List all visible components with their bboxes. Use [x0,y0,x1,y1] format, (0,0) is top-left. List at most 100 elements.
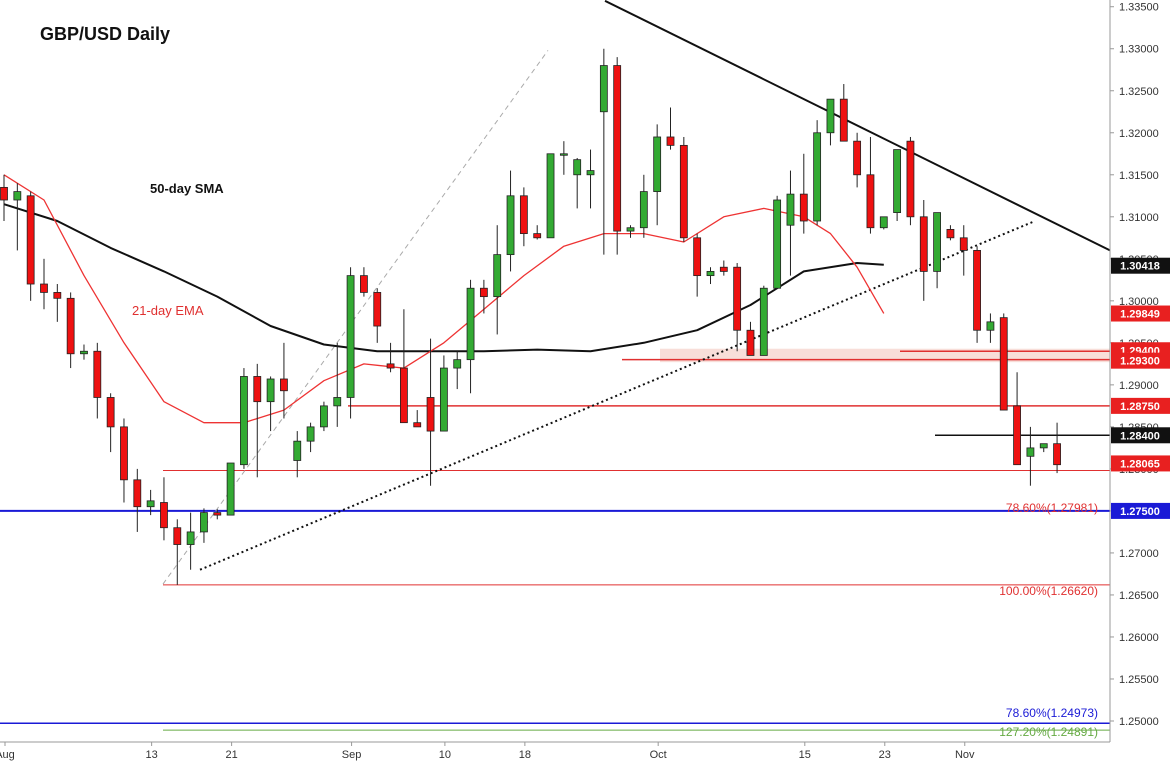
sma-50-line [3,203,884,353]
candle-down [66,297,75,355]
candle-up [773,199,782,289]
candle-down [106,397,115,428]
candle-down [866,174,875,229]
price-badge-12985-bg [1111,305,1170,322]
price-badge-12840-bg [1111,427,1170,444]
candle-down [53,292,62,299]
candle-down [213,512,222,516]
price-badge-12985-label: 1.29849 [1120,309,1160,321]
price-badge-12750-label: 1.27500 [1120,506,1160,518]
candle-down [479,287,488,298]
candle-down [1053,443,1061,466]
candle-down [26,195,35,285]
candle-down [733,266,742,331]
candle-up [586,170,595,176]
candle-down [666,136,675,146]
y-tick-label: 1.33500 [1119,2,1159,14]
ema-21-line [3,174,885,424]
candle-down [133,479,142,508]
candle-down [799,193,808,222]
candle-up [626,227,635,232]
candle-down [399,367,408,424]
price-badge-12750-bg [1111,502,1170,519]
candle-up [759,287,768,356]
price-badge-12875-label: 1.28750 [1120,401,1160,413]
candle-down [719,266,728,272]
y-tick-label: 1.27000 [1119,548,1159,560]
x-tick-label: 18 [519,749,531,761]
ema-label: 21-day EMA [132,303,204,318]
candle-down [999,317,1008,411]
price-badge-12875-bg [1111,397,1170,414]
x-tick-label: 15 [799,749,811,761]
candle-down [120,426,128,481]
candle-up [200,512,208,533]
y-tick-label: 1.30000 [1119,296,1159,308]
candle-down [693,237,702,277]
y-tick-label: 1.26500 [1119,590,1159,602]
candle-down [919,216,928,272]
candle-up [346,275,355,398]
candle-down [413,422,422,428]
candle-up [80,350,88,355]
candle-up [306,426,315,442]
candle-down [973,250,981,331]
fib-ext-label-1272: 127.20%(1.24891) [999,725,1098,739]
candle-up [186,531,195,545]
price-badge-12930-bg [1111,352,1170,369]
fib-retracement-guide [162,50,549,585]
candle-down [519,195,528,235]
candle-down [1013,405,1021,466]
candle-up [786,193,795,226]
candle-down [373,292,382,327]
fib-ext-label-7860: 78.60%(1.24973) [1006,706,1098,720]
candle-up [333,397,342,407]
y-tick-label: 1.31500 [1119,170,1159,182]
candle-up [546,153,555,239]
candle-down [906,140,915,218]
candle-down [360,275,368,293]
candle-up [293,440,302,461]
x-tick-label: 21 [225,749,237,761]
candle-down [946,229,955,239]
fib-label-100: 100.00%(1.26620) [999,584,1098,598]
candle-up [813,132,822,222]
candle-down [853,140,862,176]
x-tick-label: 10 [439,749,451,761]
support-trendline-dotted [199,220,1036,571]
candle-down [959,237,968,251]
candle-up [266,378,275,403]
candle-up [493,254,502,298]
candle-down [839,98,848,142]
price-badge-12807-label: 1.28065 [1120,458,1160,470]
candle-up [453,359,462,369]
candle-down [746,329,755,356]
fib-label-7860: 78.60%(1.27981) [1006,501,1098,515]
price-badge-current-bg [1111,257,1170,274]
price-badge-12807-bg [1111,455,1170,472]
candle-up [599,65,608,113]
candle-up [933,212,941,272]
candle-up [653,136,662,192]
candle-down [533,233,542,239]
x-tick-label: 13 [146,749,158,761]
y-tick-label: 1.32000 [1119,128,1159,140]
candle-down [253,376,262,403]
candle-up [506,195,515,256]
candle-up [439,367,448,432]
candle-up [1039,443,1048,449]
x-tick-label: 23 [879,749,891,761]
x-tick-label: Nov [955,749,975,761]
candle-down [173,527,182,545]
candle-down [386,363,395,369]
sma-label: 50-day SMA [150,181,224,196]
candle-up [226,462,235,516]
x-tick-label: Oct [650,749,667,761]
candle-down [93,350,102,398]
y-tick-label: 1.31000 [1119,212,1159,224]
y-tick-label: 1.25000 [1119,716,1159,728]
candle-down [426,397,435,432]
candle-up [13,191,22,201]
